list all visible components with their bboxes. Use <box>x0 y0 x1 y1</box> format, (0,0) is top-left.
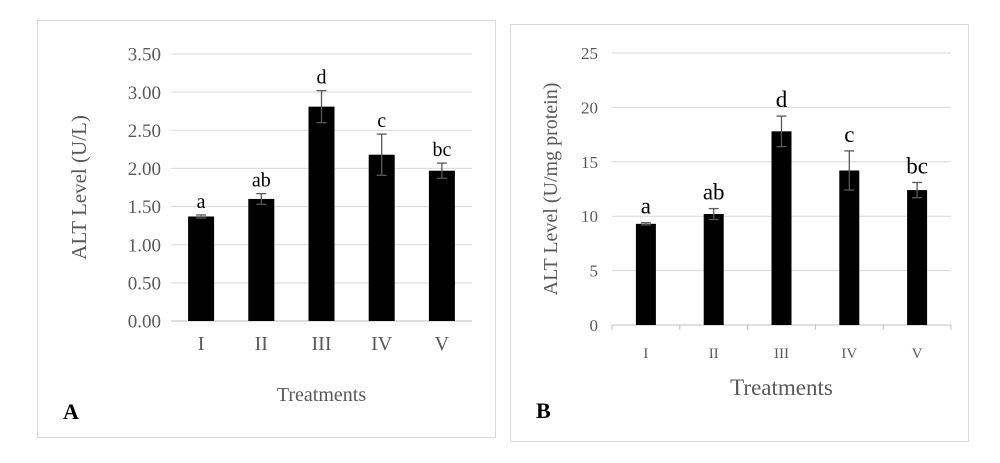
significance-label: c <box>844 122 854 147</box>
bar <box>703 214 724 325</box>
chart-a-svg: 0.00 0.50 1.00 1.50 2.00 2.50 3.00 3.50 a Iab II d I… <box>63 45 472 424</box>
x-tick-label: IV <box>841 346 857 362</box>
x-tick-label: III <box>312 333 332 355</box>
y-tick-label: 0.00 <box>128 312 161 333</box>
bar <box>428 170 455 321</box>
chart-b-svg: 0 5 10 15 20 25 a Iab II d III c IV bc V Treatments ALT … <box>536 44 952 423</box>
x-tick-label: II <box>709 346 719 362</box>
panel-label: B <box>536 398 551 423</box>
x-axis-title: Treatments <box>277 384 366 406</box>
significance-label: d <box>317 67 327 89</box>
bar <box>839 170 860 325</box>
x-tick-label: I <box>198 333 205 355</box>
x-tick-label: II <box>255 333 268 355</box>
bar <box>368 154 395 321</box>
significance-label: ab <box>252 170 271 192</box>
y-axis-title: ALT Level (U/mg protein) <box>540 83 562 296</box>
y-tick-label: 5 <box>590 262 599 281</box>
y-tick-label: 1.00 <box>128 235 161 256</box>
x-tick-label: I <box>643 346 648 362</box>
significance-label: a <box>197 191 206 213</box>
y-tick-label: 20 <box>581 98 598 117</box>
bar <box>907 190 928 325</box>
significance-label: a <box>641 194 651 219</box>
significance-label: d <box>776 87 788 112</box>
x-tick-label: III <box>774 346 789 362</box>
y-axis-title: ALT Level (U/L) <box>67 115 91 260</box>
y-tick-label: 2.00 <box>128 159 161 180</box>
y-tick-label: 2.50 <box>128 121 161 142</box>
x-tick-label: V <box>435 333 450 355</box>
bar <box>188 216 215 321</box>
significance-label: bc <box>906 153 928 178</box>
y-tick-label: 0.50 <box>128 274 161 295</box>
y-tick-label: 10 <box>581 207 598 226</box>
y-tick-label: 3.00 <box>128 83 161 104</box>
x-tick-label: V <box>912 346 923 362</box>
bar <box>635 223 656 325</box>
y-tick-label: 25 <box>581 44 598 63</box>
significance-label: bc <box>432 139 451 161</box>
y-tick-label: 0 <box>590 316 599 335</box>
x-axis-title: Treatments <box>730 375 833 400</box>
panel-label: A <box>63 399 79 424</box>
y-tick-label: 1.50 <box>128 197 161 218</box>
x-tick-label: IV <box>371 333 393 355</box>
significance-label: ab <box>703 180 725 205</box>
y-tick-label: 15 <box>581 153 598 172</box>
bar <box>248 198 275 321</box>
y-tick-label: 3.50 <box>128 45 161 66</box>
significance-label: c <box>377 110 386 132</box>
bar <box>308 106 335 321</box>
bar <box>771 131 792 325</box>
